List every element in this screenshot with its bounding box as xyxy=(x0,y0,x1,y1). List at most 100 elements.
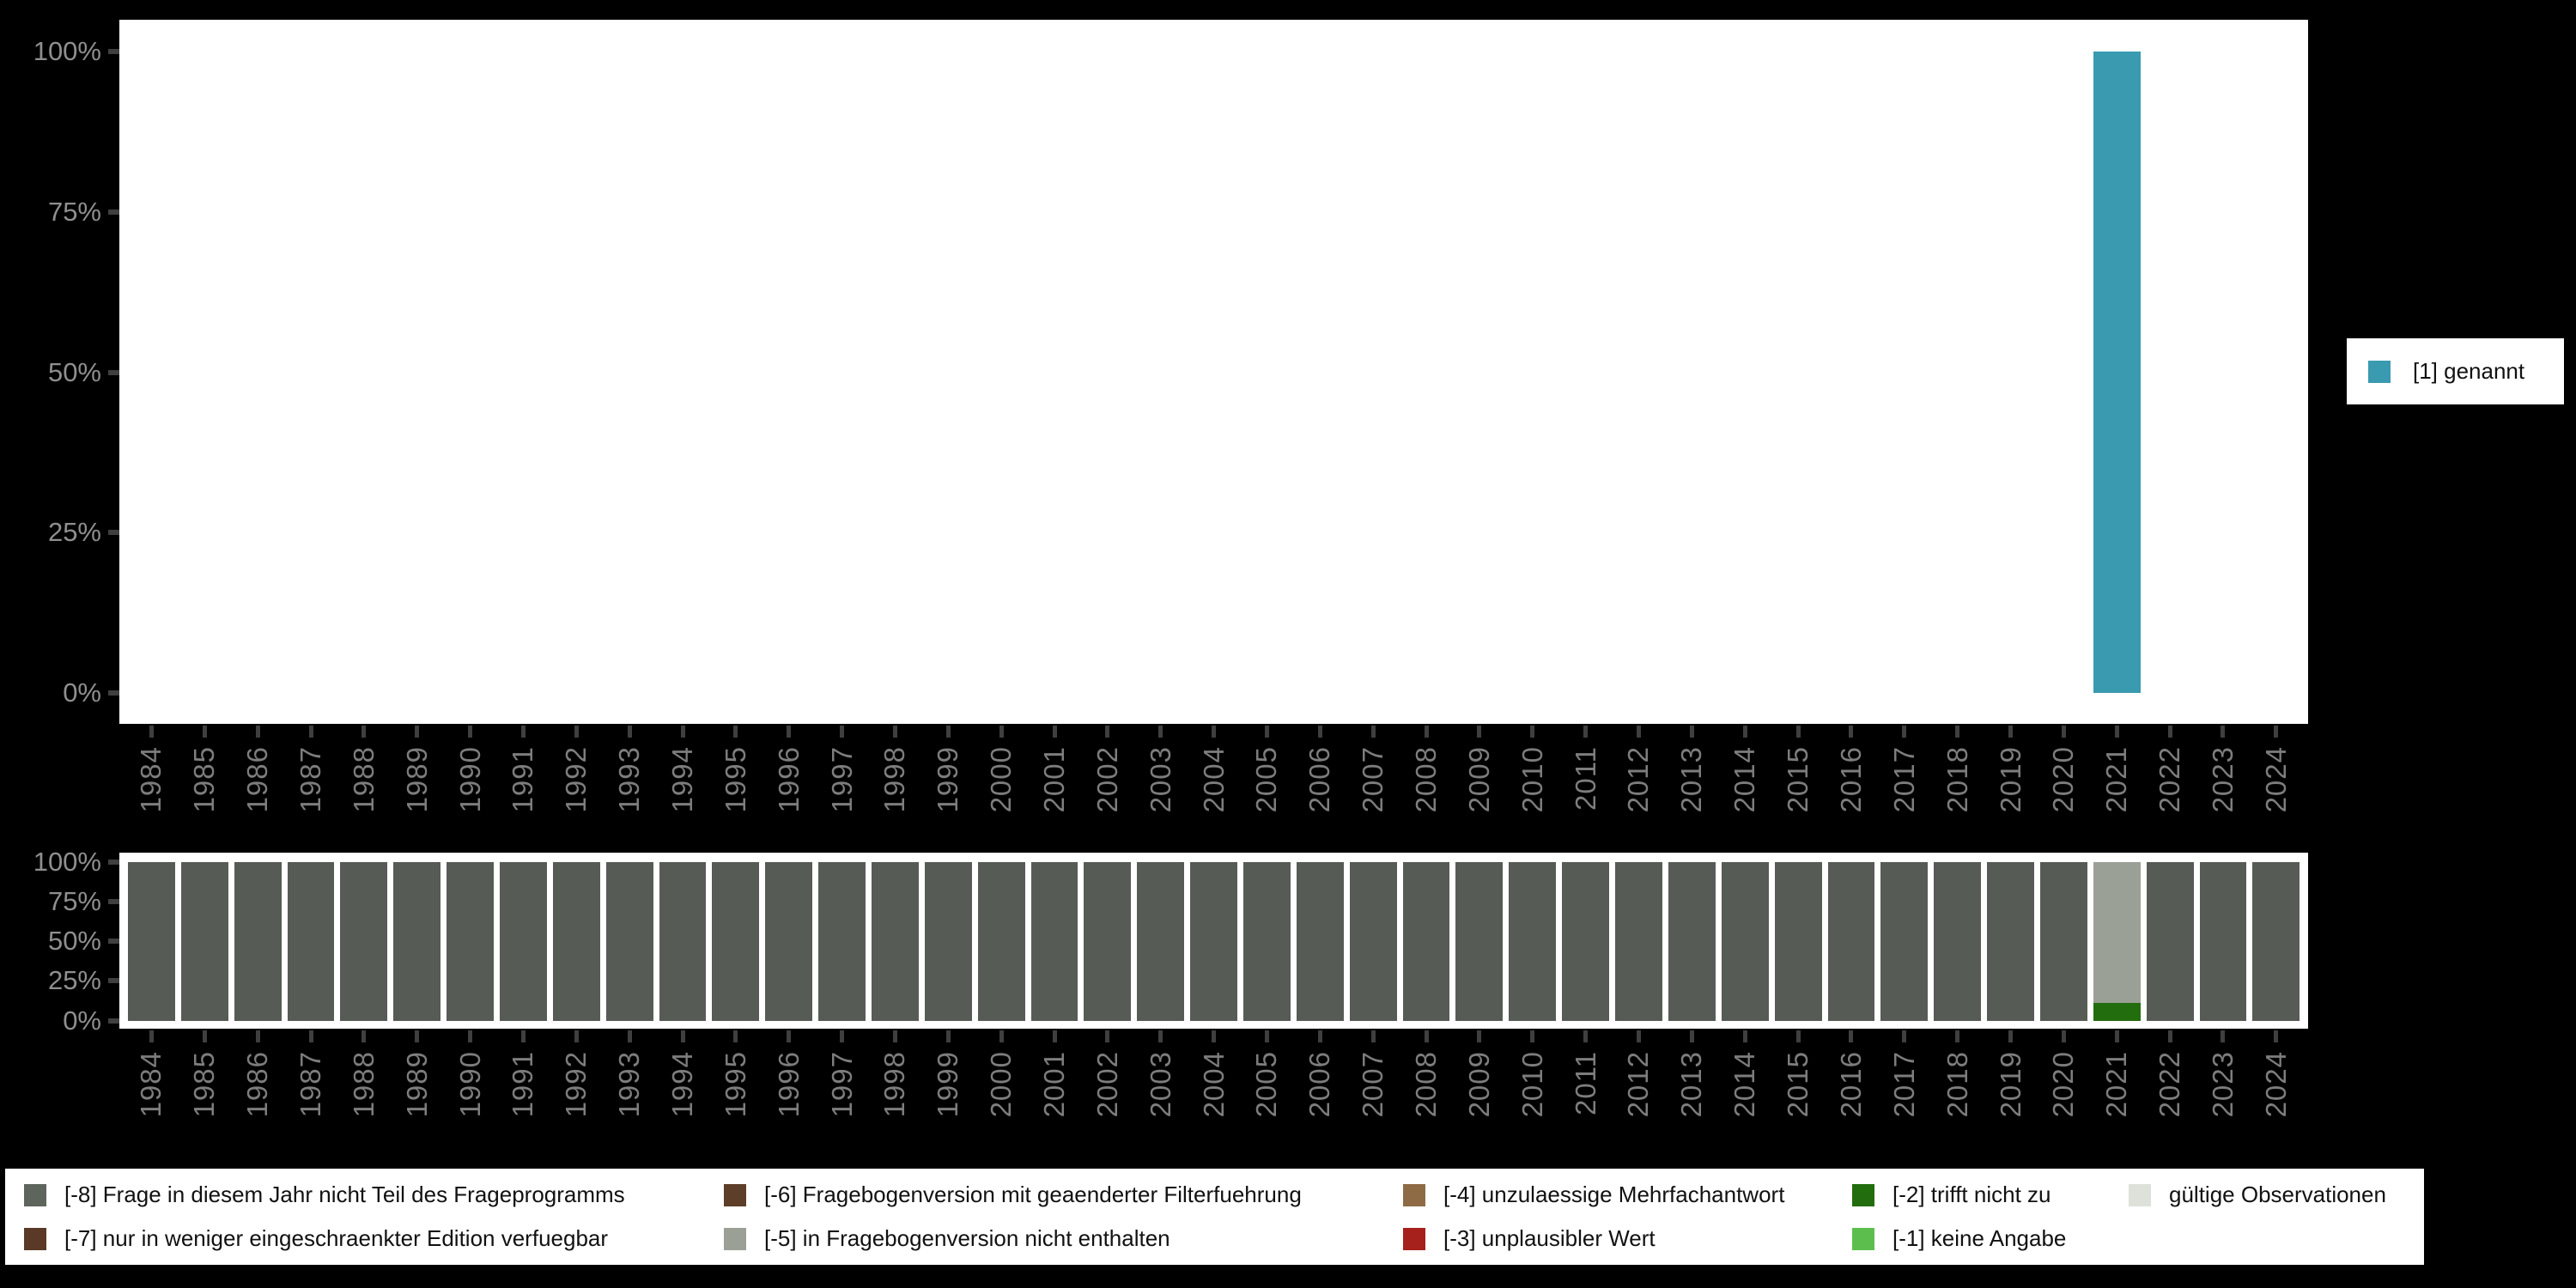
x-tick-label: 2003 xyxy=(1144,746,1176,813)
bar-slot-1985 xyxy=(181,52,228,693)
x-axis-slot: 2011 xyxy=(1562,726,1609,812)
x-tick-label: 2022 xyxy=(2154,746,2186,813)
x-tick-mark xyxy=(680,1030,685,1042)
x-axis-slot: 1986 xyxy=(234,726,282,812)
bar-segment xyxy=(1296,862,1344,1021)
x-axis-slot: 1985 xyxy=(181,1030,228,1117)
bar-slot-2003 xyxy=(1137,52,1184,693)
x-axis-slot: 2003 xyxy=(1137,726,1184,812)
bar-slot-1991 xyxy=(500,862,547,1021)
x-tick-label: 2007 xyxy=(1357,1051,1389,1118)
bar-slot-2020 xyxy=(2040,52,2087,693)
x-axis-slot: 2022 xyxy=(2147,726,2194,812)
legend-swatch-minus2 xyxy=(1852,1183,1874,1206)
y-tick-label: 25% xyxy=(47,517,101,547)
bar-slot-2024 xyxy=(2252,862,2300,1021)
x-tick-mark xyxy=(627,1030,632,1042)
bar-segment xyxy=(1774,862,1822,1021)
x-tick-mark xyxy=(2221,726,2226,738)
x-tick-label: 1989 xyxy=(400,746,433,813)
x-tick-mark xyxy=(202,1030,207,1042)
bar-slot-2014 xyxy=(1721,862,1769,1021)
lower-chart-y-axis: 100% 75% 50% 25% 0% xyxy=(0,0,129,1288)
x-tick-label: 2008 xyxy=(1410,746,1443,813)
bar-segment xyxy=(1668,862,1716,1021)
x-axis-slot: 1985 xyxy=(181,726,228,812)
y-tick-label: 25% xyxy=(47,965,101,995)
x-tick-mark xyxy=(415,726,420,738)
x-tick-mark xyxy=(2274,1030,2279,1042)
legend-swatch-valid xyxy=(2129,1183,2151,1206)
x-tick-label: 2009 xyxy=(1462,1051,1495,1118)
bar-slot-1997 xyxy=(818,52,866,693)
bar-slot-1999 xyxy=(925,52,972,693)
x-tick-mark xyxy=(1902,726,1907,738)
x-tick-label: 1998 xyxy=(878,746,911,813)
x-axis-slot: 2010 xyxy=(1509,726,1556,812)
x-axis-slot: 2006 xyxy=(1297,726,1344,812)
x-tick-label: 1991 xyxy=(507,1051,539,1118)
x-axis-slot: 1999 xyxy=(925,1030,972,1117)
x-tick-mark xyxy=(787,1030,792,1042)
bar-slot-2012 xyxy=(1615,52,1662,693)
x-axis-slot: 2020 xyxy=(2040,726,2087,812)
x-tick-label: 2002 xyxy=(1091,1051,1123,1118)
bar-segment xyxy=(2252,862,2300,1021)
bar-slot-2013 xyxy=(1668,52,1716,693)
bar-slot-1993 xyxy=(605,862,653,1021)
x-axis-slot: 1996 xyxy=(765,726,812,812)
x-axis-slot: 1996 xyxy=(765,1030,812,1117)
x-tick-label: 2008 xyxy=(1410,1051,1443,1118)
bar-slot-1992 xyxy=(553,52,600,693)
bar-slot-1994 xyxy=(659,862,707,1021)
x-tick-label: 2004 xyxy=(1197,746,1230,813)
x-tick-mark xyxy=(1742,1030,1747,1042)
bar-segment xyxy=(234,862,282,1021)
bar-slot-2019 xyxy=(1987,862,2034,1021)
x-tick-mark xyxy=(627,726,632,738)
bar-slot-2017 xyxy=(1880,862,1929,1021)
x-tick-mark xyxy=(1902,1030,1907,1042)
x-tick-mark xyxy=(415,1030,420,1042)
x-tick-mark xyxy=(1849,726,1854,738)
x-axis-slot: 2022 xyxy=(2147,1030,2194,1117)
x-axis-slot: 2012 xyxy=(1615,1030,1662,1117)
bar-slot-1999 xyxy=(924,862,972,1021)
x-axis-slot: 1992 xyxy=(553,1030,600,1117)
bar-slot-2005 xyxy=(1243,862,1291,1021)
x-tick-label: 2024 xyxy=(2259,1051,2292,1118)
x-tick-mark xyxy=(574,1030,579,1042)
bar-slot-1998 xyxy=(872,52,919,693)
x-tick-label: 1999 xyxy=(932,746,964,813)
x-tick-label: 2015 xyxy=(1782,746,1814,813)
x-tick-mark xyxy=(1530,726,1535,738)
x-tick-mark xyxy=(361,1030,367,1042)
x-tick-label: 2007 xyxy=(1357,746,1389,813)
x-tick-mark xyxy=(1212,726,1217,738)
bar-segment xyxy=(340,862,388,1021)
x-tick-mark xyxy=(1955,1030,1960,1042)
bar-segment xyxy=(287,862,335,1021)
y-tick-label: 75% xyxy=(47,197,101,227)
x-axis-slot: 1994 xyxy=(659,726,707,812)
legend-entry-minus1: [-1] keine Angabe xyxy=(1852,1225,2066,1252)
x-tick-mark xyxy=(892,726,897,738)
x-axis-slot: 2005 xyxy=(1243,1030,1291,1117)
x-tick-label: 2019 xyxy=(1994,746,2026,813)
legend-label-genannt: [1] genannt xyxy=(2413,358,2525,384)
legend-label-minus1: [-1] keine Angabe xyxy=(1893,1225,2067,1251)
x-axis-slot: 2021 xyxy=(2093,1030,2141,1117)
x-axis-slot: 2002 xyxy=(1084,1030,1131,1117)
y-tick-mark xyxy=(108,860,119,865)
x-tick-mark xyxy=(787,726,792,738)
x-axis-slot: 2007 xyxy=(1350,1030,1397,1117)
bar-segment xyxy=(500,862,547,1021)
legend-swatch-minus1 xyxy=(1852,1227,1874,1250)
bar-segment xyxy=(393,862,441,1021)
bar-slot-1988 xyxy=(340,52,387,693)
x-tick-mark xyxy=(1583,1030,1589,1042)
legend-entry-minus8: [-8] Frage in diesem Jahr nicht Teil des… xyxy=(24,1182,625,1208)
x-tick-mark xyxy=(2221,1030,2226,1042)
x-tick-mark xyxy=(1424,1030,1429,1042)
x-tick-mark xyxy=(2008,726,2013,738)
